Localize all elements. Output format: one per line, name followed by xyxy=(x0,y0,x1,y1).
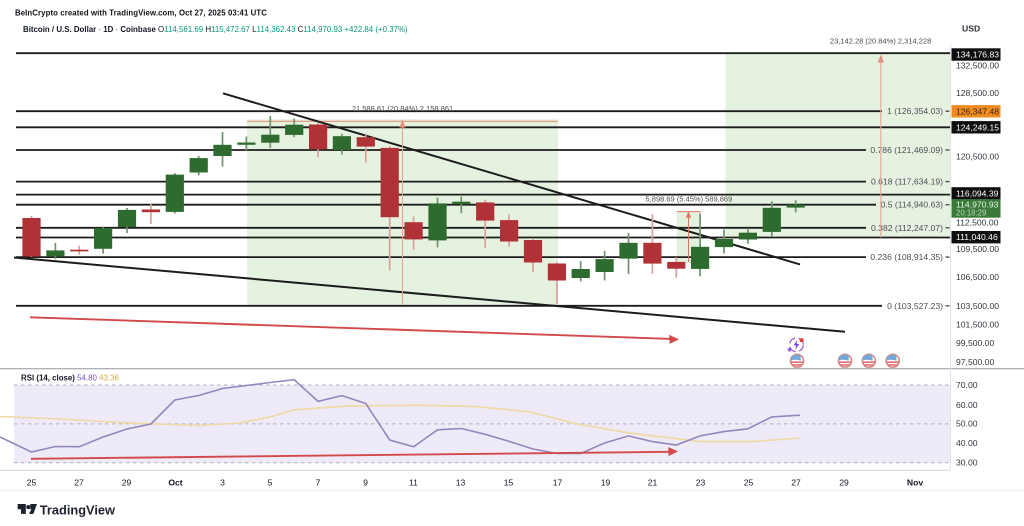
svg-text:0.236 (108,914.35): 0.236 (108,914.35) xyxy=(870,252,943,262)
svg-text:17: 17 xyxy=(553,478,563,488)
svg-text:23: 23 xyxy=(696,478,706,488)
svg-text:RSI (14, close) 54.80 43.36: RSI (14, close) 54.80 43.36 xyxy=(21,373,119,382)
svg-text:27: 27 xyxy=(791,478,801,488)
svg-text:5: 5 xyxy=(268,478,273,488)
svg-text:25: 25 xyxy=(744,478,754,488)
svg-text:BeInCrypto created with Tradin: BeInCrypto created with TradingView.com,… xyxy=(15,9,267,18)
svg-text:103,500.00: 103,500.00 xyxy=(956,301,999,311)
svg-text:27: 27 xyxy=(74,478,84,488)
svg-text:0.786 (121,469.09): 0.786 (121,469.09) xyxy=(870,145,943,155)
svg-text:9: 9 xyxy=(363,478,368,488)
svg-text:109,500.00: 109,500.00 xyxy=(956,244,999,254)
svg-text:99,500.00: 99,500.00 xyxy=(956,338,994,348)
svg-text:0.5 (114,940.63): 0.5 (114,940.63) xyxy=(881,200,944,210)
svg-text:20:18:29: 20:18:29 xyxy=(956,208,986,217)
svg-text:30.00: 30.00 xyxy=(956,458,978,468)
svg-text:0 (103,527.23): 0 (103,527.23) xyxy=(887,301,943,311)
svg-text:Nov: Nov xyxy=(907,478,923,488)
svg-text:97,500.00: 97,500.00 xyxy=(956,357,994,367)
svg-text:132,500.00: 132,500.00 xyxy=(956,61,999,71)
svg-text:114,970.93: 114,970.93 xyxy=(956,199,999,209)
svg-text:23,142.28 (20.84%) 2,314,228: 23,142.28 (20.84%) 2,314,228 xyxy=(830,37,931,46)
svg-text:5,898.69 (5.45%) 589,869: 5,898.69 (5.45%) 589,869 xyxy=(646,195,733,204)
svg-text:128,500.00: 128,500.00 xyxy=(956,88,999,98)
svg-text:29: 29 xyxy=(839,478,849,488)
svg-text:Bitcoin / U.S. Dollar · 1D · C: Bitcoin / U.S. Dollar · 1D · Coinbase O1… xyxy=(23,25,408,34)
svg-text:USD: USD xyxy=(962,24,980,34)
svg-text:Oct: Oct xyxy=(168,478,182,488)
svg-text:15: 15 xyxy=(504,478,514,488)
svg-text:TradingView: TradingView xyxy=(40,503,115,518)
svg-text:19: 19 xyxy=(601,478,611,488)
svg-text:1 (126,354.03): 1 (126,354.03) xyxy=(887,106,943,116)
svg-text:112,500.00: 112,500.00 xyxy=(956,217,999,227)
svg-text:50.00: 50.00 xyxy=(956,419,978,429)
svg-text:21: 21 xyxy=(648,478,658,488)
svg-text:0.382 (112,247.07): 0.382 (112,247.07) xyxy=(871,223,943,233)
svg-text:106,500.00: 106,500.00 xyxy=(956,272,999,282)
svg-text:60.00: 60.00 xyxy=(956,400,978,410)
svg-text:120,500.00: 120,500.00 xyxy=(956,151,999,161)
svg-text:116,094.39: 116,094.39 xyxy=(956,188,999,198)
svg-text:70.00: 70.00 xyxy=(956,380,978,390)
svg-text:126,347.48: 126,347.48 xyxy=(956,106,999,116)
svg-text:101,500.00: 101,500.00 xyxy=(956,319,999,329)
svg-text:21,588.61 (20.84%) 2,158,861: 21,588.61 (20.84%) 2,158,861 xyxy=(352,104,453,113)
svg-text:0.618 (117,634.19): 0.618 (117,634.19) xyxy=(871,177,943,187)
svg-text:3: 3 xyxy=(220,478,225,488)
svg-text:134,176.83: 134,176.83 xyxy=(956,50,999,60)
svg-text:13: 13 xyxy=(456,478,466,488)
svg-text:25: 25 xyxy=(27,478,37,488)
svg-text:40.00: 40.00 xyxy=(956,438,978,448)
svg-text:124,249.15: 124,249.15 xyxy=(956,122,999,132)
svg-text:11: 11 xyxy=(409,478,418,488)
svg-text:7: 7 xyxy=(316,478,321,488)
svg-text:111,040.46: 111,040.46 xyxy=(956,232,998,242)
svg-text:29: 29 xyxy=(122,478,132,488)
